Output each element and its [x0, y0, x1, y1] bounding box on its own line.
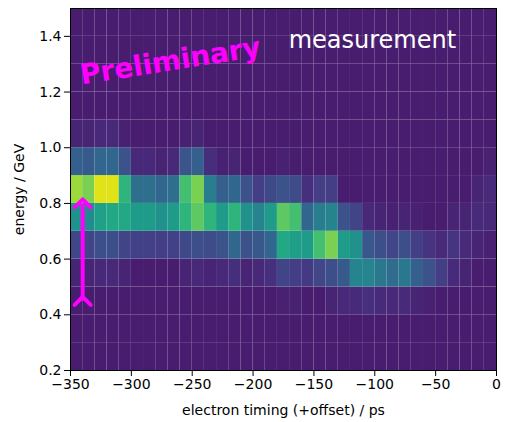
svg-text:1.0: 1.0 [39, 139, 61, 155]
svg-text:−250: −250 [173, 376, 211, 392]
svg-text:energy / GeV: energy / GeV [11, 143, 27, 235]
svg-text:0.6: 0.6 [39, 251, 61, 267]
svg-text:1.4: 1.4 [39, 28, 61, 44]
svg-text:1.2: 1.2 [39, 84, 61, 100]
svg-text:electron timing (+offset) / ps: electron timing (+offset) / ps [182, 402, 385, 418]
svg-text:Preliminary: Preliminary [78, 30, 263, 91]
svg-text:−100: −100 [356, 376, 394, 392]
svg-text:0.8: 0.8 [39, 195, 61, 211]
svg-text:−300: −300 [112, 376, 150, 392]
svg-text:0.2: 0.2 [39, 362, 62, 378]
svg-text:−150: −150 [295, 376, 333, 392]
svg-text:−50: −50 [421, 376, 451, 392]
svg-text:0: 0 [492, 376, 501, 392]
svg-text:−350: −350 [51, 376, 89, 392]
svg-text:−200: −200 [234, 376, 272, 392]
svg-text:0.4: 0.4 [39, 306, 61, 322]
svg-text:measurement: measurement [289, 26, 456, 54]
